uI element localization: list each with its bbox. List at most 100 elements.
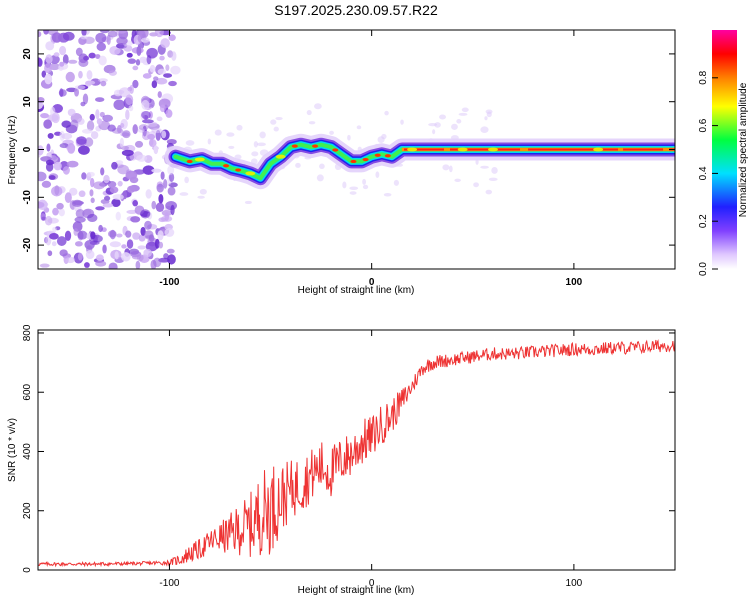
noise-blob: [95, 54, 101, 60]
spectrogram-ylabel: Frequency (Hz): [7, 116, 18, 185]
noise-blob: [81, 172, 87, 180]
noise-blob: [144, 220, 152, 230]
noise-blob: [163, 253, 169, 260]
noise-blob: [90, 131, 99, 140]
noise-blob: [62, 166, 70, 175]
noise-blob: [127, 58, 137, 64]
noise-blob: [39, 263, 50, 268]
faint-speckle: [485, 109, 493, 114]
noise-blob: [38, 31, 42, 38]
noise-blob: [142, 165, 155, 175]
noise-blob: [126, 239, 134, 249]
noise-blob: [74, 87, 80, 97]
faint-speckle: [442, 164, 450, 171]
faint-speckle: [349, 186, 359, 190]
colorbar-tick-label: 0.2: [698, 214, 709, 228]
faint-speckle: [199, 188, 207, 195]
noise-blob: [93, 181, 105, 190]
noise-blob: [38, 57, 42, 67]
faint-speckle: [329, 130, 334, 135]
noise-blob: [80, 35, 88, 40]
noise-blob: [87, 171, 95, 177]
noise-blob: [41, 180, 52, 188]
noise-blob: [44, 73, 53, 85]
noise-blob: [100, 167, 105, 176]
faint-speckle: [270, 119, 277, 125]
chart-title: S197.2025.230.09.57.R22: [274, 2, 438, 18]
noise-blob: [95, 97, 105, 103]
colorbar-gradient: [712, 30, 737, 269]
noise-blob: [65, 71, 75, 83]
x-tick-label: 100: [566, 277, 583, 288]
noise-blob: [86, 70, 93, 80]
noise-blob: [51, 241, 57, 247]
noise-blob: [144, 230, 154, 239]
noise-blob: [143, 248, 152, 258]
noise-blob: [59, 143, 69, 149]
noise-blob: [95, 32, 107, 44]
noise-blob: [96, 42, 107, 52]
noise-blob: [157, 68, 167, 75]
noise-blob: [113, 99, 125, 111]
noise-blob: [134, 140, 144, 148]
colorbar: 0.0 0.2 0.4 0.6 0.8 Normalized spectral ampl…: [698, 30, 749, 276]
noise-blob: [75, 208, 85, 219]
colorbar-tick-label: 0.4: [698, 166, 709, 180]
noise-blob: [147, 133, 156, 140]
noise-blob: [84, 80, 92, 87]
noise-blob: [109, 186, 119, 194]
x-tick-label: -100: [159, 578, 179, 589]
faint-speckle: [362, 184, 369, 190]
noise-blob: [84, 137, 94, 147]
spectrogram-xlabel: Height of straight line (km): [298, 285, 415, 296]
noise-blob: [74, 216, 86, 223]
noise-blob: [49, 233, 59, 240]
noise-blob: [160, 171, 165, 180]
noise-blob: [158, 217, 166, 223]
faint-speckle: [306, 110, 312, 116]
noise-blob: [159, 55, 165, 61]
noise-blob: [56, 202, 64, 210]
noise-blob: [165, 109, 173, 118]
noise-blob: [96, 118, 103, 125]
snr-ylabel: SNR (10 * v/v): [7, 418, 18, 482]
faint-speckle: [461, 107, 469, 113]
y-tick-label: 400: [22, 443, 33, 460]
faint-speckle: [308, 121, 316, 125]
noise-blob: [69, 187, 78, 196]
noise-blob: [47, 250, 53, 257]
noise-blob: [163, 73, 173, 78]
noise-blob: [158, 241, 164, 249]
noise-blob: [115, 211, 121, 221]
noise-blob: [125, 94, 134, 106]
noise-blob: [99, 30, 110, 34]
noise-blob: [119, 137, 124, 148]
faint-speckle: [393, 179, 399, 186]
noise-blob: [135, 59, 141, 66]
ridge-hotspot: [374, 153, 381, 157]
x-tick-label: 0: [369, 578, 375, 589]
ridge-yellow: [194, 157, 205, 162]
faint-speckle: [253, 141, 258, 148]
ridge-hotspot: [350, 159, 357, 164]
noise-blob: [44, 215, 53, 226]
noise-blob: [107, 180, 117, 188]
noise-blob: [132, 65, 139, 71]
faint-speckle: [449, 165, 453, 173]
noise-blob: [108, 262, 118, 269]
faint-speckle: [375, 171, 380, 179]
noise-blob: [156, 183, 164, 193]
noise-blob: [140, 37, 150, 43]
colorbar-label: Normalized spectral amplitude: [738, 82, 749, 217]
noise-blob: [98, 78, 108, 83]
noise-blob: [149, 64, 156, 73]
noise-blob: [171, 51, 177, 61]
noise-blob: [167, 165, 175, 175]
y-tick-label: -10: [22, 190, 33, 205]
noise-blob: [116, 36, 128, 45]
noise-blob: [160, 38, 170, 49]
faint-speckle: [454, 178, 461, 182]
noise-blob: [38, 201, 45, 209]
